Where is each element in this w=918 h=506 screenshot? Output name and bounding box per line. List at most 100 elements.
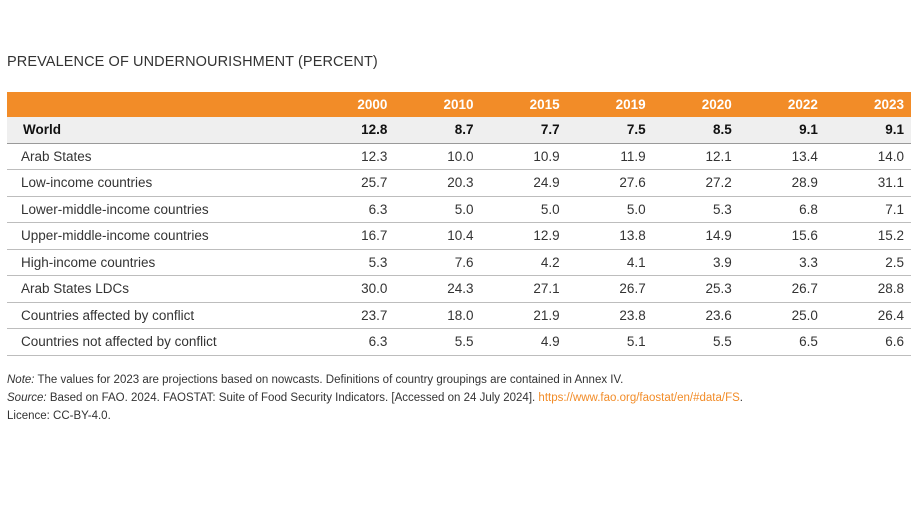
value-cell: 14.0 <box>824 143 911 170</box>
value-cell: 5.3 <box>652 196 739 223</box>
value-cell: 7.7 <box>480 117 567 144</box>
row-label: Arab States <box>7 143 309 170</box>
value-cell: 13.4 <box>738 143 825 170</box>
source-link[interactable]: https://www.fao.org/faostat/en/#data/FS <box>538 392 740 404</box>
value-cell: 23.7 <box>308 302 395 329</box>
table-row: Arab States 12.3 10.0 10.9 11.9 12.1 13.4 14.0 <box>7 143 911 170</box>
note-line: Note: The values for 2023 are projection… <box>7 371 912 389</box>
value-cell: 12.9 <box>480 222 567 250</box>
value-cell: 23.8 <box>566 302 653 329</box>
row-label: Arab States LDCs <box>7 275 309 303</box>
value-cell: 8.7 <box>394 117 481 144</box>
value-cell: 26.4 <box>824 302 911 329</box>
value-cell: 26.7 <box>566 275 653 303</box>
header-cell-label <box>7 92 308 117</box>
value-cell: 5.3 <box>308 249 395 276</box>
value-cell: 6.3 <box>308 328 395 356</box>
value-cell: 2.5 <box>824 249 911 276</box>
value-cell: 25.7 <box>308 169 395 197</box>
value-cell: 24.9 <box>480 169 567 197</box>
table-row: Countries not affected by conflict 6.3 5.5… <box>7 328 911 356</box>
header-cell-year: 2000 <box>357 97 388 112</box>
value-cell: 9.1 <box>738 117 825 144</box>
table-row: Arab States LDCs 30.0 24.3 27.1 26.7 25.3 26.7… <box>7 275 911 303</box>
value-cell: 3.3 <box>738 249 825 276</box>
value-cell: 7.1 <box>824 196 911 223</box>
table-title: PREVALENCE OF UNDERNOURISHMENT (PERCENT) <box>7 54 378 70</box>
value-cell: 24.3 <box>394 275 481 303</box>
table-row: Upper-middle-income countries 16.7 10.4 12.… <box>7 222 911 250</box>
source-label: Source: <box>7 392 47 404</box>
value-cell: 10.9 <box>480 143 567 170</box>
header-cell-year: 2010 <box>443 97 474 112</box>
value-cell: 26.7 <box>738 275 825 303</box>
value-cell: 5.0 <box>394 196 481 223</box>
table-row: Low-income countries 25.7 20.3 24.9 27.6 27.2… <box>7 169 911 197</box>
value-cell: 14.9 <box>652 222 739 250</box>
value-cell: 16.7 <box>308 222 395 250</box>
value-cell: 30.0 <box>308 275 395 303</box>
source-line: Source: Based on FAO. 2024. FAOSTAT: Sui… <box>7 389 912 407</box>
row-label: Low-income countries <box>7 169 309 197</box>
table-row: World 12.8 8.7 7.7 7.5 8.5 9.1 9.1 <box>7 117 911 144</box>
value-cell: 25.0 <box>738 302 825 329</box>
value-cell: 5.0 <box>480 196 567 223</box>
value-cell: 4.9 <box>480 328 567 356</box>
value-cell: 7.6 <box>394 249 481 276</box>
header-cell-year: 2015 <box>529 97 560 112</box>
value-cell: 12.3 <box>308 143 395 170</box>
licence-line: Licence: CC-BY-4.0. <box>7 410 111 422</box>
value-cell: 25.3 <box>652 275 739 303</box>
row-label: Countries affected by conflict <box>7 302 309 329</box>
row-label: Lower-middle-income countries <box>7 196 309 223</box>
note-label: Note: <box>7 374 35 386</box>
value-cell: 4.1 <box>566 249 653 276</box>
value-cell: 5.1 <box>566 328 653 356</box>
row-label: High-income countries <box>7 249 309 276</box>
value-cell: 5.0 <box>566 196 653 223</box>
value-cell: 27.2 <box>652 169 739 197</box>
value-cell: 12.1 <box>652 143 739 170</box>
table-row: Countries affected by conflict 23.7 18.0 21… <box>7 302 911 329</box>
row-label: World <box>7 117 309 144</box>
value-cell: 4.2 <box>480 249 567 276</box>
value-cell: 10.0 <box>394 143 481 170</box>
header-cell-year: 2023 <box>873 97 904 112</box>
table-notes: Note: The values for 2023 are projection… <box>7 371 912 425</box>
value-cell: 10.4 <box>394 222 481 250</box>
value-cell: 11.9 <box>566 143 653 170</box>
row-label: Countries not affected by conflict <box>7 328 309 356</box>
value-cell: 3.9 <box>652 249 739 276</box>
header-cell-year: 2019 <box>615 97 646 112</box>
source-end: . <box>739 392 743 404</box>
value-cell: 7.5 <box>566 117 653 144</box>
table-row: Lower-middle-income countries 6.3 5.0 5.0 5.… <box>7 196 911 223</box>
value-cell: 6.6 <box>824 328 911 356</box>
value-cell: 6.8 <box>738 196 825 223</box>
value-cell: 31.1 <box>824 169 911 197</box>
value-cell: 15.6 <box>738 222 825 250</box>
undernourishment-table: 2000 2010 2015 2019 2020 2022 2023 World… <box>7 92 911 356</box>
note-text: The values for 2023 are projections base… <box>34 374 624 386</box>
value-cell: 12.8 <box>308 117 395 144</box>
value-cell: 20.3 <box>394 169 481 197</box>
value-cell: 28.9 <box>738 169 825 197</box>
value-cell: 23.6 <box>652 302 739 329</box>
value-cell: 9.1 <box>824 117 911 144</box>
value-cell: 15.2 <box>824 222 911 250</box>
value-cell: 21.9 <box>480 302 567 329</box>
row-label: Upper-middle-income countries <box>7 222 309 250</box>
value-cell: 28.8 <box>824 275 911 303</box>
header-cell-year: 2020 <box>701 97 732 112</box>
value-cell: 8.5 <box>652 117 739 144</box>
value-cell: 27.6 <box>566 169 653 197</box>
value-cell: 13.8 <box>566 222 653 250</box>
value-cell: 5.5 <box>394 328 481 356</box>
value-cell: 6.5 <box>738 328 825 356</box>
source-text: Based on FAO. 2024. FAOSTAT: Suite of Fo… <box>46 392 539 404</box>
value-cell: 18.0 <box>394 302 481 329</box>
table-header-row: 2000 2010 2015 2019 2020 2022 2023 <box>7 92 911 117</box>
value-cell: 6.3 <box>308 196 395 223</box>
value-cell: 27.1 <box>480 275 567 303</box>
value-cell: 5.5 <box>652 328 739 356</box>
